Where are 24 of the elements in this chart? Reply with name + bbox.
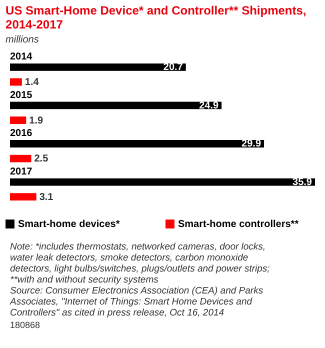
chart-title: US Smart-Home Device* and Controller** Shipments, 2014-2017 xyxy=(6,3,306,32)
data-label: 24.9 xyxy=(199,100,219,112)
bar xyxy=(10,193,36,201)
bar xyxy=(10,154,32,162)
chart-subtitle: millions xyxy=(6,34,39,46)
data-label: 1.4 xyxy=(24,76,40,88)
source-note: Source: Consumer Electronics Association (CEA) and Parks Associates, "Internet of Things: Smart Home Devices and Controllers" as cited in press release, Oct 16, 2014 xyxy=(9,286,264,318)
bar xyxy=(10,63,186,71)
bar xyxy=(10,140,264,148)
y-tick-label: 2016 xyxy=(10,128,33,140)
text: 180868 xyxy=(10,320,40,330)
legend-label: Smart-home controllers** xyxy=(178,219,299,230)
data-label: 2.5 xyxy=(34,154,49,165)
legend-label: Smart-home devices* xyxy=(18,219,120,230)
y-tick-label: 2015 xyxy=(10,90,33,101)
data-label: 35.9 xyxy=(292,177,312,188)
bar xyxy=(10,116,26,124)
text: Note: *includes thermostats, networked cameras, door locks, water leak detectors, smoke detectors, carbon monoxide detectors, light bulbs/switches, plugs/outlets and power strips; **with and without security systems xyxy=(10,242,270,286)
y-tick-label: 2017 xyxy=(10,166,33,178)
data-label: 3.1 xyxy=(39,192,54,203)
data-label: 1.9 xyxy=(29,115,44,126)
bar xyxy=(10,178,315,186)
bar xyxy=(10,78,22,86)
y-tick-label: 2014 xyxy=(10,51,33,62)
